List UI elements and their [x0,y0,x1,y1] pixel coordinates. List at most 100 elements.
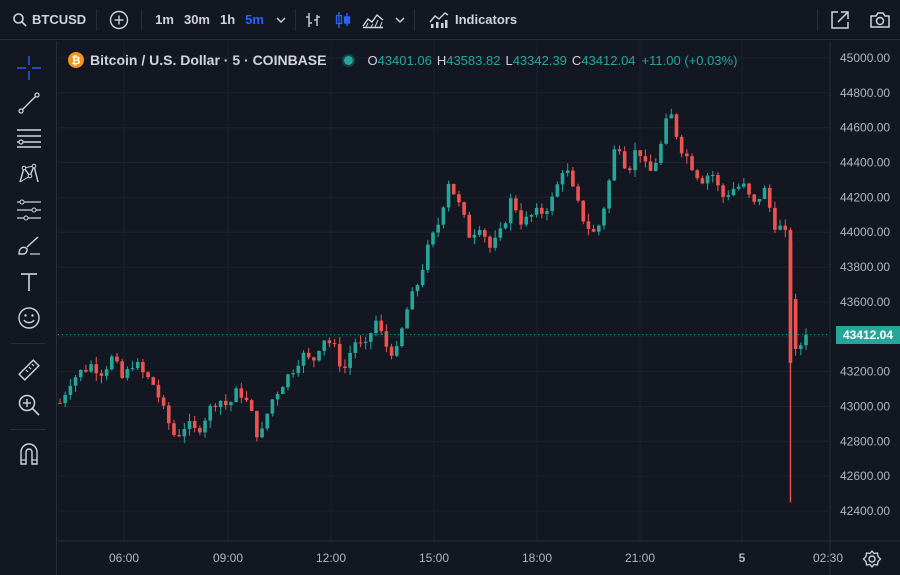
candle-body [799,345,803,349]
forecasting-tool[interactable] [14,195,44,225]
candle-body [539,207,544,214]
interval-1h[interactable]: 1h [220,12,236,27]
candle-body [757,198,762,202]
candle-body [84,369,88,372]
trend-line-tool[interactable] [14,88,44,118]
symbol-search[interactable]: BTCUSD [0,0,94,40]
fullscreen-button[interactable] [820,0,860,40]
indicators-button[interactable]: Indicators [417,0,525,40]
candle-body [78,369,83,378]
candle-body [161,397,166,406]
candle-body [767,187,772,208]
candle-body [783,225,788,230]
candle-body [762,187,767,199]
candle-body [483,230,487,237]
candle-body [312,357,316,361]
price-chart[interactable]: 45000.00 44800.00 44600.00 44400.00 44200.00… [58,41,900,575]
svg-text:₿: ₿ [72,55,81,67]
candle-body [239,388,244,398]
pattern-tool[interactable] [14,159,44,189]
interval-5m[interactable]: 5m [245,12,264,27]
time-tick-label: 21:00 [625,551,655,565]
magnet-tool[interactable] [14,439,44,469]
candle-body [617,149,622,152]
candle-body [94,364,99,374]
compare-symbol-button[interactable] [99,0,139,40]
candle-body [752,194,756,202]
magnet-icon [20,443,38,465]
candle-body [643,156,648,162]
add-circle-icon [109,10,129,29]
chart-type-dropdown[interactable] [388,0,412,40]
bar-style-button[interactable] [298,0,328,40]
candles-style-button[interactable] [328,0,358,40]
text-tool[interactable] [14,267,44,297]
candle-body [156,384,161,398]
candle-body [291,373,295,375]
top-toolbar: BTCUSD 1m 30m 1h 5m Indicators [0,0,900,40]
candle-body [151,377,156,385]
drawing-toolbar [0,41,57,575]
symbol-label: BTCUSD [32,12,87,27]
candle-body [431,232,435,245]
horizontal-lines-icon [17,129,41,148]
brush-tool[interactable] [14,231,44,261]
candle-body [384,331,389,347]
trend-line-icon [18,92,40,114]
gear-icon [862,549,882,569]
candle-body [550,196,554,212]
candle-body [208,405,213,421]
candle-body [648,161,653,171]
candle-body [710,175,715,177]
zoom-in-icon [18,394,40,416]
crosshair-tool[interactable] [14,53,44,83]
area-style-button[interactable] [358,0,388,40]
pattern-icon [19,163,39,183]
candle-body [306,352,311,358]
candle-body [529,214,534,217]
price-tick-label: 44200.00 [840,190,890,204]
candle-body [130,368,135,370]
candle-body [602,208,606,226]
candle-body [218,400,223,408]
fib-tool[interactable] [14,123,44,153]
emoji-tool[interactable] [14,303,44,333]
chart-background [58,41,900,575]
interval-1m[interactable]: 1m [155,12,174,27]
candle-body [400,328,404,347]
divider [10,429,46,430]
bars-icon [305,12,320,27]
divider [294,8,296,31]
interval-30m[interactable]: 30m [183,12,210,27]
time-tick-label: 09:00 [213,551,243,565]
candle-body [135,361,140,369]
time-tick-label: 15:00 [419,551,449,565]
candle-body [379,320,383,332]
candle-body [581,200,586,222]
divider [817,9,818,31]
candle-body [146,372,150,378]
zoom-in-tool[interactable] [14,390,44,420]
time-tick-label: 12:00 [316,551,346,565]
open-key: O [367,52,378,68]
candle-body [560,172,565,185]
candle-body [638,150,643,157]
candle-body [275,393,280,400]
candle-body [229,402,233,406]
candle-body [731,188,736,196]
divider [10,343,46,344]
close-value: 43412.04 [581,52,636,68]
snapshot-button[interactable] [860,0,900,40]
candle-body [477,230,482,235]
candle-body [415,285,420,292]
price-tick-label: 44400.00 [840,156,890,170]
interval-dropdown[interactable] [269,0,293,40]
high-value: 43583.82 [446,52,501,68]
candle-body [514,198,518,211]
chevron-down-icon [276,17,286,23]
chart-settings-button[interactable] [862,549,882,569]
candle-body [374,320,378,334]
measure-tool[interactable] [14,355,44,385]
candle-body [726,195,731,197]
candle-body [793,299,798,349]
